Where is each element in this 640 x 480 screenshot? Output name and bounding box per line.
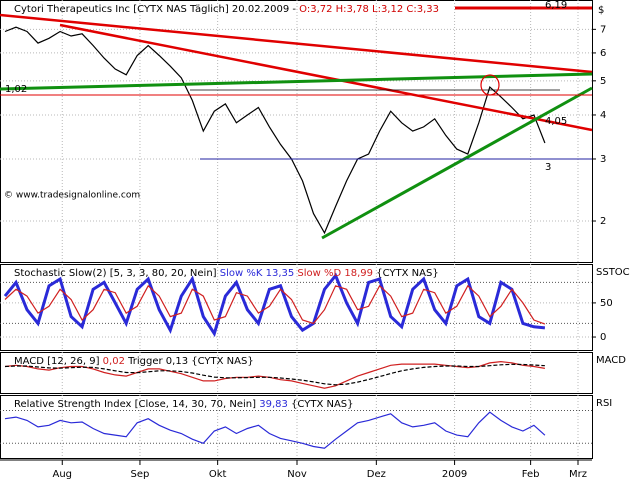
axis-label: RSI <box>596 398 612 409</box>
title-part: Stochastic Slow(2) [5, 3, 3, 80, 20, Nei… <box>14 268 217 279</box>
annotation: 3 <box>545 162 551 173</box>
panel-title: Stochastic Slow(2) [5, 3, 3, 80, 20, Nei… <box>14 268 439 279</box>
title-part: {CYTX NAS} <box>291 399 353 410</box>
trend-line <box>321 86 593 240</box>
title-part: {CYTX NAS} <box>376 268 438 279</box>
series-line <box>3 272 546 338</box>
panel-title: Relative Strength Index [Close, 14, 30, … <box>14 399 354 410</box>
title-part: Relative Strength Index [Close, 14, 30, … <box>14 399 256 410</box>
title-part: 39,83 <box>259 399 288 410</box>
y-tick-label: 6 <box>600 48 606 59</box>
header-ohlc: O:3,72 H:3,78 L:3,12 C:3,33 <box>299 4 439 15</box>
x-tick-label: Aug <box>52 469 72 480</box>
series-line <box>4 363 545 386</box>
x-tick-label: Dez <box>367 469 386 480</box>
x-tick-label: Mrz <box>569 469 587 480</box>
x-tick-label: Feb <box>522 469 540 480</box>
trend-line <box>0 72 593 91</box>
y-tick-label: 4 <box>600 110 606 121</box>
annotation: 6,19 <box>545 0 567 11</box>
y-tick-label: 50 <box>600 298 613 309</box>
chart-header: Cytori Therapeutics Inc [CYTX NAS Täglic… <box>14 4 439 15</box>
watermark: © www.tradesignalonline.com <box>4 191 140 201</box>
y-tick-label: 0 <box>600 332 606 343</box>
title-part: Slow %D 18,99 <box>297 268 373 279</box>
series-line <box>4 26 546 235</box>
y-tick-label: 2 <box>600 216 606 227</box>
panel-title: MACD [12, 26, 9] 0,02 Trigger 0,13 {CYTX… <box>14 356 254 367</box>
title-part: {CYTX NAS} <box>191 356 253 367</box>
axis-label: $ <box>598 5 604 16</box>
title-part: MACD [12, 26, 9] <box>14 356 100 367</box>
header-name: Cytori Therapeutics Inc [CYTX NAS Täglic… <box>14 4 296 15</box>
title-part: Slow %K 13,35 <box>220 268 294 279</box>
x-tick-label: 2009 <box>442 469 467 480</box>
title-part: Trigger 0,13 <box>127 356 188 367</box>
y-tick-label: 3 <box>600 154 606 165</box>
trend-line <box>59 23 593 132</box>
marker-circle <box>480 74 500 96</box>
x-tick-label: Okt <box>209 469 227 480</box>
y-tick-label: 7 <box>600 24 606 35</box>
series-line <box>4 411 546 449</box>
annotation: 4,05 <box>545 116 567 127</box>
trend-line <box>0 13 593 74</box>
axis-label: MACD <box>596 355 626 366</box>
x-tick-label: Nov <box>287 469 307 480</box>
y-tick-label: 5 <box>600 76 606 87</box>
series-line <box>4 284 546 325</box>
axis-label: SSTOC <box>596 267 630 278</box>
annotation: 1,02 <box>5 84 27 95</box>
x-tick-label: Sep <box>131 469 150 480</box>
title-part: 0,02 <box>103 356 125 367</box>
